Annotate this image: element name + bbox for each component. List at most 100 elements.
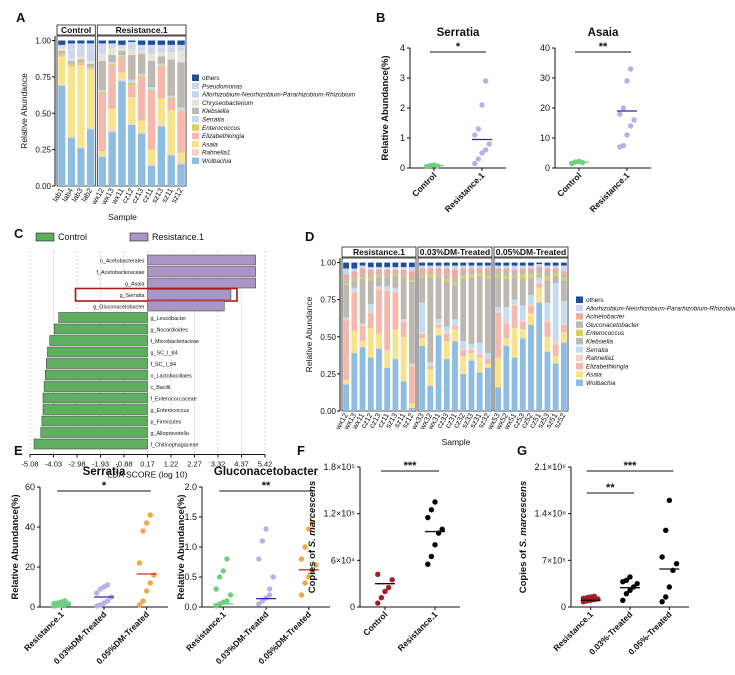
legend-swatch bbox=[576, 296, 583, 303]
bar-segment bbox=[118, 79, 126, 82]
legend-label: Enterococcus bbox=[202, 125, 241, 132]
bar-segment bbox=[519, 305, 526, 321]
bar-segment bbox=[147, 40, 156, 45]
legend-label: Acinetobacter bbox=[585, 314, 625, 321]
bar-segment bbox=[495, 274, 502, 278]
legend-swatch bbox=[192, 82, 199, 90]
data-point bbox=[213, 586, 219, 592]
bar-segment bbox=[351, 277, 358, 279]
bar-segment bbox=[435, 274, 442, 276]
bar-segment bbox=[511, 277, 518, 300]
bar-segment bbox=[98, 60, 106, 90]
bar-segment bbox=[384, 350, 391, 368]
data-point bbox=[475, 126, 482, 132]
legend-swatch bbox=[192, 140, 199, 148]
lda-bar-chart: Control Resistance.1 -5.08 -4.03 -2.98 -1.93-… bbox=[21, 232, 272, 480]
bar-segment bbox=[519, 262, 526, 266]
bar-segment bbox=[528, 305, 534, 314]
bar-segment bbox=[137, 44, 146, 48]
data-point bbox=[666, 497, 673, 504]
bar-segment bbox=[367, 327, 374, 358]
data-point bbox=[104, 582, 111, 588]
bar-segment bbox=[392, 292, 399, 330]
data-point bbox=[259, 598, 266, 604]
data-point bbox=[385, 584, 392, 591]
data-point bbox=[425, 514, 431, 521]
bar-segment bbox=[157, 65, 166, 67]
bar-segment bbox=[157, 66, 166, 99]
dot-plot-B1: Serratia 0 1 2 3 4 Control Resistance.1 Relative… bbox=[380, 27, 506, 214]
data-point bbox=[147, 580, 153, 586]
data-point bbox=[298, 592, 305, 598]
legend-label: others bbox=[586, 297, 604, 304]
bar-segment bbox=[435, 275, 442, 278]
bar-segment bbox=[460, 373, 467, 411]
bar-segment bbox=[528, 304, 534, 306]
y-tick-label: 2 bbox=[400, 103, 405, 113]
x-tick-label: Control bbox=[555, 170, 583, 198]
legend-swatch bbox=[576, 379, 583, 386]
bar-segment bbox=[98, 89, 106, 92]
data-point bbox=[143, 588, 150, 594]
bar-segment bbox=[77, 148, 85, 186]
bar-segment bbox=[359, 274, 366, 278]
bar-segment bbox=[560, 262, 567, 266]
bar-segment bbox=[367, 274, 374, 278]
bar-segment bbox=[77, 40, 85, 44]
bar-segment bbox=[452, 341, 458, 411]
bar-segment bbox=[177, 110, 185, 112]
bar-segment bbox=[460, 262, 467, 266]
legend-swatch bbox=[576, 329, 583, 337]
bar-segment bbox=[157, 52, 166, 57]
data-point bbox=[259, 538, 266, 544]
data-point bbox=[591, 593, 597, 600]
bar-segment bbox=[351, 290, 358, 293]
lda-bar-label: f_Chitinophagaceae bbox=[151, 443, 199, 449]
significance-label: *** bbox=[624, 460, 638, 472]
legend-swatch bbox=[192, 124, 199, 131]
y-tick-label: 0 bbox=[400, 163, 405, 173]
y-tick-label: 0.75 bbox=[35, 73, 51, 82]
data-point bbox=[136, 560, 143, 566]
bar-segment bbox=[476, 357, 483, 373]
bar-segment bbox=[519, 278, 526, 306]
bar-segment bbox=[137, 132, 146, 134]
bar-segment bbox=[86, 49, 95, 61]
group-header-label: Control bbox=[61, 25, 91, 35]
bar-segment bbox=[519, 338, 526, 411]
bar-segment bbox=[443, 262, 450, 266]
bar-segment bbox=[552, 363, 559, 411]
bar-segment bbox=[536, 274, 543, 278]
legend-swatch bbox=[192, 91, 199, 98]
bar-segment bbox=[419, 274, 426, 276]
bar-segment bbox=[503, 275, 510, 279]
bar-segment bbox=[435, 277, 442, 319]
legend-label: Elizabethkingia bbox=[586, 363, 629, 370]
bar-segment bbox=[427, 385, 434, 411]
bar-segment bbox=[544, 336, 551, 352]
bar-segment bbox=[552, 342, 559, 345]
bar-segment bbox=[137, 133, 146, 186]
x-tick-label: 4.37 bbox=[234, 460, 249, 469]
bar-segment bbox=[528, 271, 534, 275]
bar-segment bbox=[408, 403, 415, 409]
data-point bbox=[313, 562, 319, 568]
bar-segment bbox=[519, 265, 526, 269]
bar-segment bbox=[484, 363, 491, 368]
bar-segment bbox=[108, 46, 116, 48]
bar-segment bbox=[58, 47, 66, 51]
bar-segment bbox=[544, 265, 551, 269]
bar-segment bbox=[108, 40, 116, 44]
legend-swatch bbox=[35, 232, 55, 242]
bar-segment bbox=[108, 43, 116, 47]
bar-segment bbox=[427, 265, 434, 269]
data-point bbox=[663, 594, 669, 600]
bar-segment bbox=[77, 65, 85, 147]
bar-segment bbox=[544, 302, 551, 321]
dot-plot-F: 0 6×10⁴ 1.2×10⁵ 1.8×10⁵ Control Resistance.1 C… bbox=[307, 460, 460, 653]
bar-segment bbox=[392, 287, 399, 291]
bar-segment bbox=[384, 286, 391, 290]
bar-segment bbox=[468, 268, 475, 273]
bar-segment bbox=[177, 50, 185, 63]
bar-segment bbox=[419, 345, 426, 411]
